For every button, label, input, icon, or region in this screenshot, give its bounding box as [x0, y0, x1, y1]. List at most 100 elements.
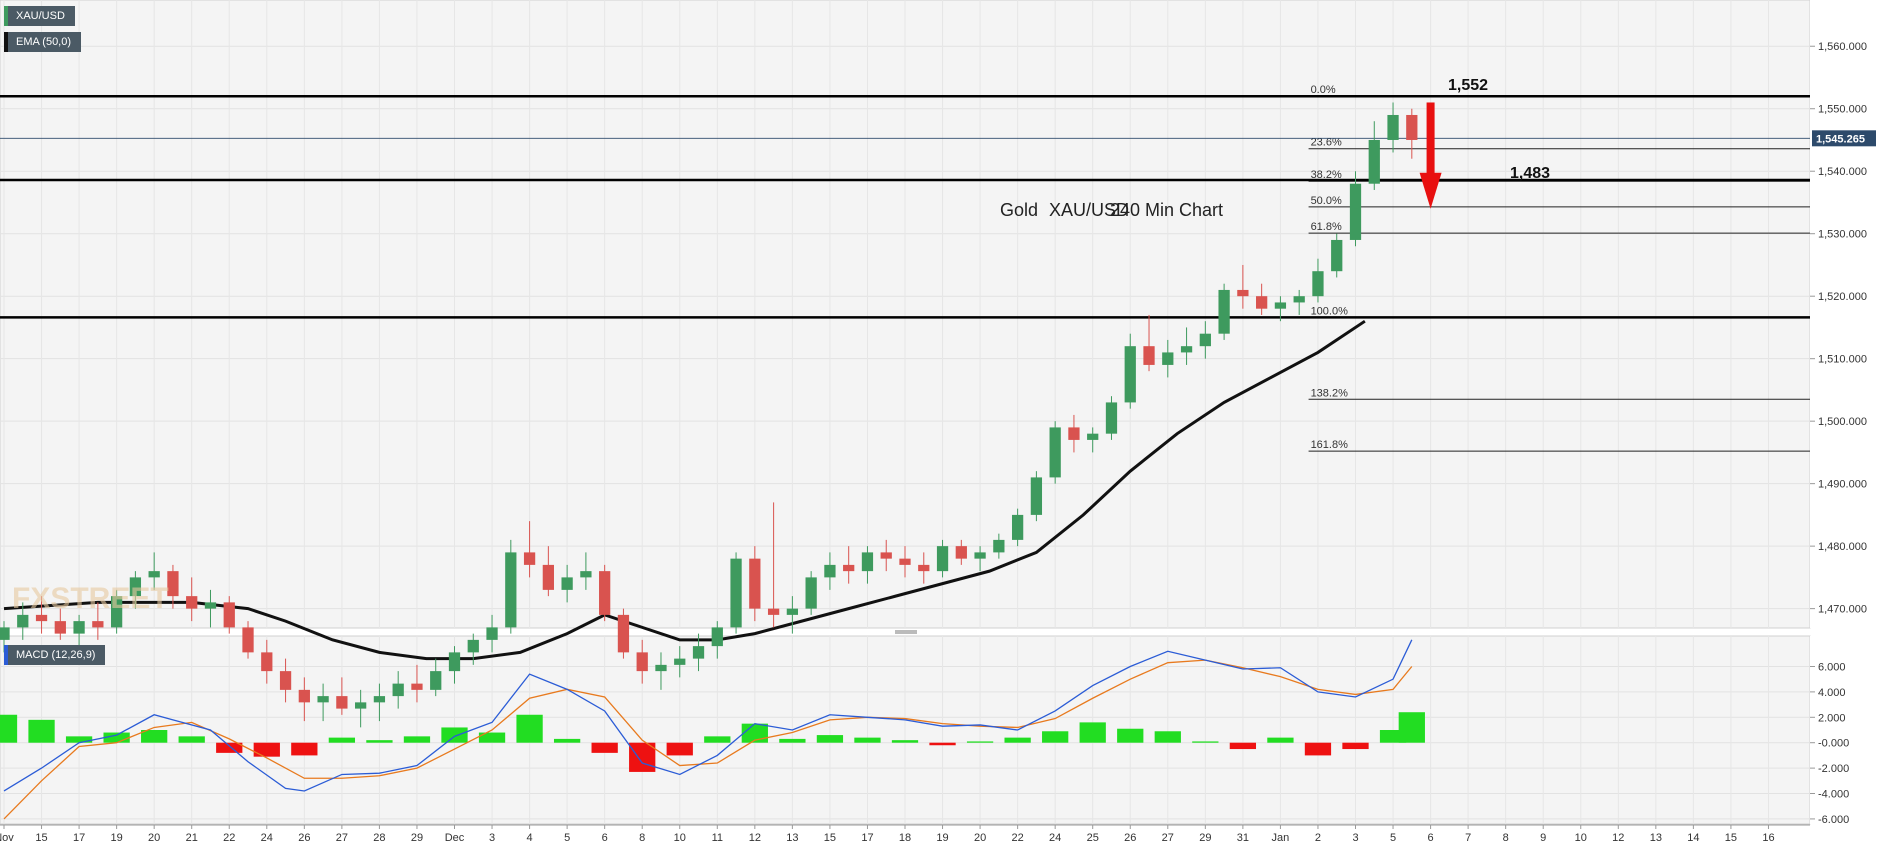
candle[interactable]	[974, 546, 986, 572]
candle[interactable]	[880, 539, 892, 572]
candle[interactable]	[580, 552, 592, 590]
candle[interactable]	[1068, 414, 1080, 453]
candle[interactable]	[336, 677, 348, 715]
candle[interactable]	[1124, 333, 1136, 409]
candle[interactable]	[92, 602, 104, 640]
candle[interactable]	[242, 621, 254, 659]
candle[interactable]	[786, 596, 799, 634]
candle-body	[636, 652, 648, 672]
candle[interactable]	[1049, 421, 1061, 484]
candle[interactable]	[1293, 289, 1305, 315]
candle-body	[186, 596, 198, 609]
candle[interactable]	[1312, 258, 1324, 303]
x-tick-label: 7	[1465, 832, 1471, 844]
candle[interactable]	[1218, 283, 1230, 340]
candle[interactable]	[749, 546, 761, 622]
candle-body	[692, 646, 705, 659]
price-tick-label: 1,530.000	[1818, 229, 1867, 241]
candle[interactable]	[505, 539, 517, 634]
candle[interactable]	[711, 621, 723, 659]
ema-badge[interactable]: EMA (50,0)	[4, 32, 82, 52]
candle[interactable]	[1199, 321, 1211, 359]
candle[interactable]	[1349, 171, 1362, 247]
candle[interactable]	[186, 577, 198, 622]
candle[interactable]	[223, 596, 235, 634]
candle[interactable]	[167, 564, 179, 609]
candle[interactable]	[129, 571, 142, 609]
candle[interactable]	[918, 552, 930, 584]
price-tick-label: 1,550.000	[1818, 104, 1867, 116]
candle[interactable]	[1162, 339, 1174, 378]
candle[interactable]	[861, 546, 874, 584]
candle[interactable]	[35, 596, 48, 634]
candle[interactable]	[1274, 296, 1287, 322]
candle[interactable]	[636, 639, 648, 684]
candle[interactable]	[1011, 508, 1024, 547]
candle[interactable]	[599, 564, 611, 622]
candle[interactable]	[73, 614, 85, 647]
candle[interactable]	[674, 646, 686, 678]
candle[interactable]	[843, 546, 855, 584]
panel-splitter-handle[interactable]	[895, 630, 917, 634]
candle-body	[223, 602, 235, 628]
x-tick-label: 5	[1390, 832, 1396, 844]
candle[interactable]	[1406, 108, 1418, 159]
candle-body	[861, 552, 874, 572]
candle[interactable]	[148, 552, 160, 590]
candle[interactable]	[1331, 233, 1343, 278]
candle[interactable]	[1387, 102, 1399, 153]
candle[interactable]	[561, 564, 573, 603]
candle[interactable]	[279, 658, 292, 703]
candle[interactable]	[899, 546, 911, 578]
candle[interactable]	[486, 614, 498, 653]
candle[interactable]	[430, 658, 442, 697]
candle[interactable]	[805, 571, 817, 615]
candle[interactable]	[1368, 121, 1380, 190]
candle[interactable]	[1256, 283, 1268, 315]
x-tick-label: 6	[1428, 832, 1434, 844]
candle[interactable]	[1087, 427, 1099, 453]
candle[interactable]	[523, 521, 536, 578]
candle[interactable]	[617, 608, 630, 659]
candle[interactable]	[392, 671, 404, 709]
macd-histogram-bar	[1229, 742, 1257, 750]
candle-body	[955, 546, 967, 559]
candle[interactable]	[355, 689, 367, 728]
candle-body	[467, 639, 479, 653]
macd-histogram-bar	[65, 736, 93, 743]
candle[interactable]	[204, 589, 217, 628]
candle[interactable]	[955, 539, 967, 565]
candle[interactable]	[54, 608, 66, 640]
x-tick-label: 27	[1162, 832, 1174, 844]
candle[interactable]	[448, 646, 461, 684]
candle[interactable]	[261, 639, 273, 684]
symbol-badge[interactable]: XAU/USD	[4, 6, 75, 26]
candle[interactable]	[317, 683, 329, 722]
candle[interactable]	[1143, 314, 1155, 372]
candle[interactable]	[467, 633, 479, 665]
candle[interactable]	[692, 633, 705, 672]
candle[interactable]	[373, 683, 386, 722]
candle-body	[617, 614, 630, 653]
candle[interactable]	[655, 652, 667, 690]
candle[interactable]	[1237, 264, 1249, 309]
candle[interactable]	[767, 502, 780, 628]
macd-badge[interactable]: MACD (12,26,9)	[4, 645, 106, 665]
candle[interactable]	[993, 533, 1005, 559]
x-tick-label: 22	[223, 832, 235, 844]
candle[interactable]	[936, 539, 949, 578]
candle[interactable]	[17, 602, 29, 640]
candle[interactable]	[110, 589, 123, 634]
candle[interactable]	[730, 552, 742, 634]
candle[interactable]	[411, 664, 423, 703]
candle[interactable]	[824, 552, 836, 590]
candle[interactable]	[1105, 396, 1118, 440]
candle[interactable]	[1030, 471, 1043, 522]
candle[interactable]	[298, 677, 310, 722]
candle-body	[1049, 427, 1061, 478]
candle[interactable]	[542, 546, 554, 597]
candle[interactable]	[1180, 327, 1193, 365]
x-tick-label: 8	[1503, 832, 1509, 844]
